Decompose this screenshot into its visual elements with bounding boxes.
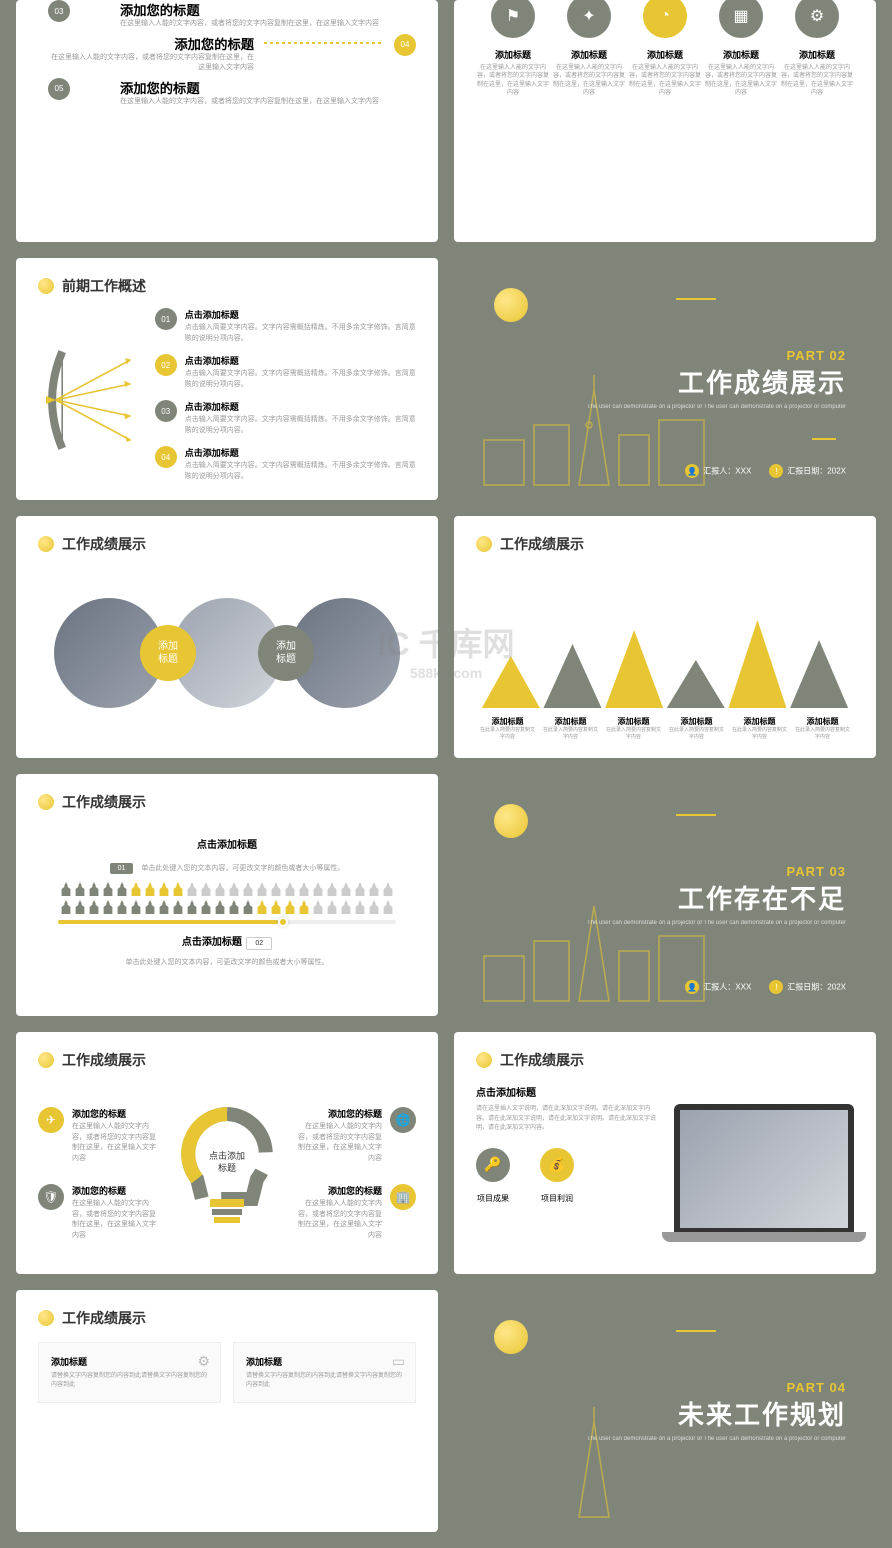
city-icon [474, 370, 714, 490]
num-badge: 03 [48, 0, 70, 22]
slide-timeline: 03 添加您的标题在这里输入人能的文字内容，或者将您的文字内容复制在这里，在这里… [16, 0, 438, 242]
label-circle: 添加标题 [140, 625, 196, 681]
shield-icon: 🛡 [38, 1184, 64, 1210]
card: ⚙添加标题请替换文字内容复制您的内容到此请替换文字内容复制您的内容到此 [38, 1342, 221, 1403]
slide-grid: 03 添加您的标题在这里输入人能的文字内容，或者将您的文字内容复制在这里，在这里… [0, 0, 892, 1548]
slide-photos: 工作成绩展示 添加标题 添加标题 [16, 516, 438, 758]
plane-icon: ✈ [38, 1107, 64, 1133]
section-slide-3: PART 03 工作存在不足 The user can demonstrate … [454, 774, 876, 1016]
card: ▭添加标题请替换文字内容复制您的内容到此请替换文字内容复制您的内容到此 [233, 1342, 416, 1403]
svg-text:标题: 标题 [218, 1162, 236, 1173]
circle-icon: ⚙ [795, 0, 839, 38]
building-icon: 🏢 [390, 1184, 416, 1210]
coin-icon: 💰 [540, 1148, 574, 1182]
svg-text:点击添加: 点击添加 [209, 1150, 245, 1161]
part-label: PART 02 [787, 348, 847, 363]
slide-bow: 前期工作概述 01点击添加标题点击输入简要文字内容。文字内容需概括精炼。不用多余… [16, 258, 438, 500]
slide-circles: ⚑ ✦ ◔ ▦ ⚙ 添加标题在这里输入人能的文字内容，或者将您的文字内容复制在这… [454, 0, 876, 242]
item-title: 添加您的标题 [120, 78, 416, 97]
circle-icon: ▦ [719, 0, 763, 38]
slide-scale: 工作成绩展示 点击添加标题 01单击此处键入您的文本内容，可更改文字的颜色或者大… [16, 774, 438, 1016]
section-slide-2: PART 02 工作成绩展示 The user can demonstrate … [454, 258, 876, 500]
bulb-icon: 点击添加 标题 [172, 1104, 282, 1244]
slide-bulb: 工作成绩展示 ✈添加您的标题在这里输入人能的文字内容，或者将您的文字内容复制在这… [16, 1032, 438, 1274]
bow-icon [38, 330, 135, 470]
section-slide-4: PART 04 未来工作规划 The user can demonstrate … [454, 1290, 876, 1532]
info-icon: ! [769, 464, 783, 478]
key-icon: 🔑 [476, 1148, 510, 1182]
num-badge: 05 [48, 78, 70, 100]
person-icon: 👤 [685, 464, 699, 478]
podium-icon: ▭ [392, 1353, 405, 1370]
circle-icon: ⚑ [491, 0, 535, 38]
circle-icon: ✦ [567, 0, 611, 38]
slide-title: 前期工作概述 [62, 276, 146, 296]
section-sub: The user can demonstrate on a projector … [587, 404, 846, 410]
item-title: 添加您的标题 [48, 34, 254, 53]
item-body: 在这里输入人能的文字内容，或者将您的文字内容复制在这里，在这里输入文字内容 [120, 19, 416, 30]
laptop-icon [674, 1104, 854, 1234]
city-icon [474, 886, 714, 1006]
item-title: 添加您的标题 [120, 0, 416, 19]
dot-icon [38, 278, 54, 294]
num-badge: 04 [394, 34, 416, 56]
label-circle: 添加标题 [258, 625, 314, 681]
globe-icon: 🌐 [390, 1107, 416, 1133]
gear-icon: ⚙ [197, 1353, 210, 1370]
city-icon [474, 1402, 714, 1522]
slide-laptop: 工作成绩展示 点击添加标题 请在这里插入文字说明，请在此深加文字说明。请在此深加… [454, 1032, 876, 1274]
slide-mountains: 工作成绩展示 88%100%123%77%138%108% 添加标题在此录入简要… [454, 516, 876, 758]
slide-cards: 工作成绩展示 ⚙添加标题请替换文字内容复制您的内容到此请替换文字内容复制您的内容… [16, 1290, 438, 1532]
moon-icon [494, 288, 528, 322]
circle-icon: ◔ [643, 0, 687, 38]
